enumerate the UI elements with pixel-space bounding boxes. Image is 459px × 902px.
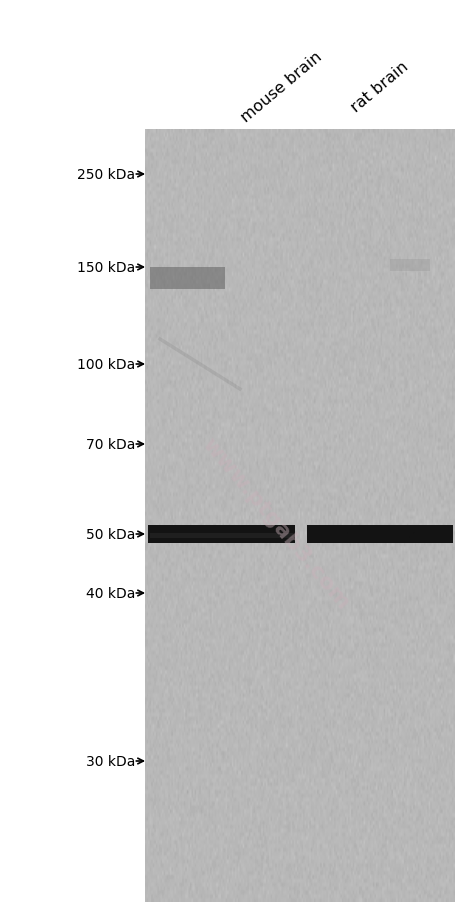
Text: 40 kDa: 40 kDa bbox=[85, 586, 134, 601]
Text: 70 kDa: 70 kDa bbox=[85, 437, 134, 452]
Text: rat brain: rat brain bbox=[347, 59, 410, 115]
Bar bbox=[145, 130, 454, 902]
Text: 250 kDa: 250 kDa bbox=[77, 168, 134, 182]
Bar bbox=[150, 268, 224, 290]
Text: 50 kDa: 50 kDa bbox=[85, 528, 134, 541]
Text: mouse brain: mouse brain bbox=[238, 49, 324, 124]
Bar bbox=[306, 526, 452, 543]
Text: 150 kDa: 150 kDa bbox=[77, 261, 134, 275]
Text: 100 kDa: 100 kDa bbox=[77, 357, 134, 372]
Text: 30 kDa: 30 kDa bbox=[85, 754, 134, 769]
Text: www.ptgab3.com: www.ptgab3.com bbox=[198, 434, 353, 612]
Bar bbox=[148, 526, 294, 543]
Bar bbox=[389, 260, 429, 272]
Bar bbox=[150, 533, 292, 538]
